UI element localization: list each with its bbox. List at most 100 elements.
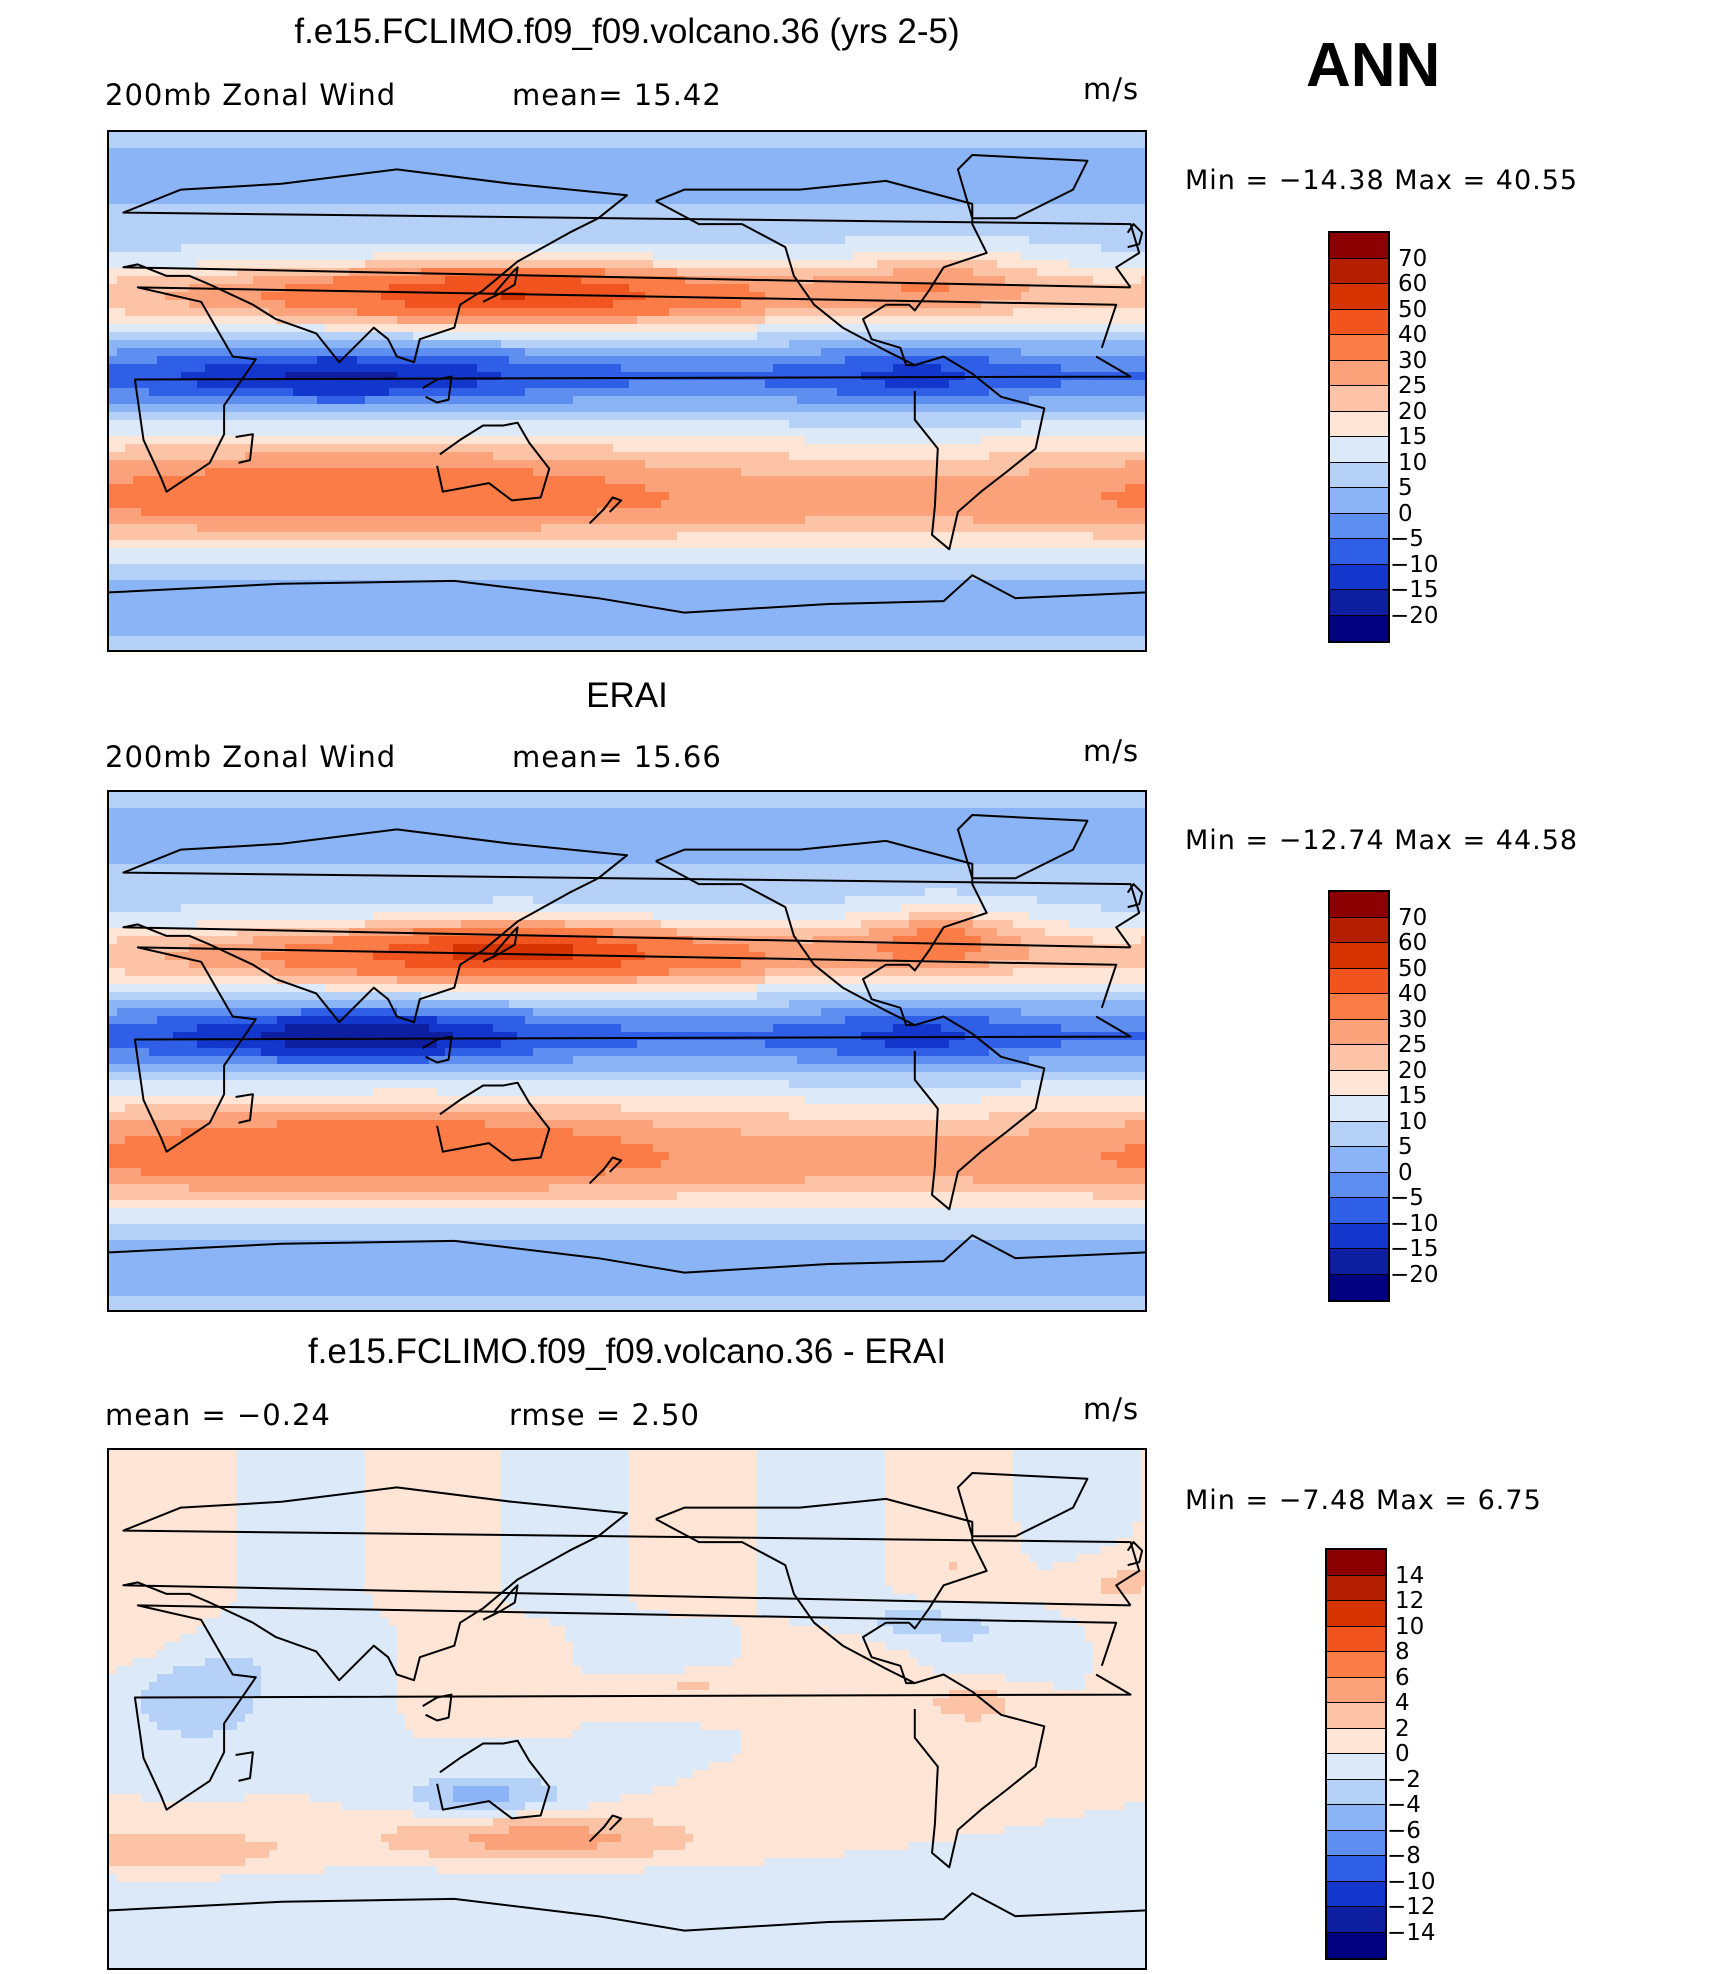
colorbar-tick-label: 70 — [1398, 247, 1427, 271]
panel-2-title: ERAI — [107, 676, 1147, 716]
panel-2-mean-label: mean= 15.66 — [512, 740, 722, 774]
coastline — [588, 1814, 623, 1843]
colorbar-tick-label: −12 — [1387, 1896, 1436, 1919]
colorbar-swatch — [1330, 968, 1388, 994]
colorbar-swatch — [1330, 1223, 1388, 1249]
colorbar-tick-label: −20 — [1390, 604, 1439, 628]
coastline — [422, 1693, 453, 1722]
colorbar-swatch — [1327, 1932, 1385, 1958]
coastline — [1126, 1541, 1144, 1567]
colorbar-tick-label: 10 — [1395, 1615, 1424, 1639]
colorbar-swatch — [1327, 1881, 1385, 1907]
colorbar-swatch — [1327, 1550, 1385, 1576]
coastline — [655, 1497, 988, 1685]
colorbar-swatch — [1330, 590, 1388, 616]
coastline — [436, 421, 551, 502]
coastline — [588, 496, 623, 525]
panel-1-map — [107, 130, 1147, 652]
colorbar-tick-label: 0 — [1398, 502, 1413, 526]
coastline — [436, 1739, 551, 1820]
coastline — [913, 355, 1046, 551]
colorbar-swatch — [1330, 1121, 1388, 1147]
colorbar-swatch — [1330, 1198, 1388, 1224]
panel-3-title: f.e15.FCLIMO.f09_f09.volcano.36 - ERAI — [107, 1332, 1147, 1372]
colorbar-swatch — [1330, 1096, 1388, 1122]
colorbar-tick-label: 10 — [1398, 1110, 1427, 1134]
colorbar-swatch — [1327, 1703, 1385, 1729]
coastline — [436, 1081, 551, 1162]
colorbar-swatch — [1330, 917, 1388, 943]
colorbar-tick-label: −15 — [1390, 579, 1439, 602]
panel-2-colorbar — [1328, 890, 1390, 1302]
panel-1-title: f.e15.FCLIMO.f09_f09.volcano.36 (yrs 2-5… — [107, 12, 1147, 52]
coastline — [1126, 223, 1144, 249]
panel-1-colorbar — [1328, 231, 1390, 643]
colorbar-tick-label: −10 — [1390, 1212, 1439, 1236]
colorbar-swatch — [1330, 335, 1388, 361]
colorbar-tick-label: −8 — [1387, 1845, 1421, 1868]
colorbar-swatch — [1327, 1830, 1385, 1856]
colorbar-swatch — [1330, 1045, 1388, 1071]
coastline — [235, 1093, 254, 1124]
panel-3-min-max: Min = −7.48 Max = 6.75 — [1185, 1485, 1542, 1516]
colorbar-swatch — [1330, 539, 1388, 565]
coastline — [422, 375, 453, 404]
colorbar-tick-label: 20 — [1398, 400, 1427, 424]
coastline — [133, 946, 1132, 1153]
coastline — [913, 1673, 1046, 1869]
colorbar-tick-label: −10 — [1390, 553, 1439, 577]
colorbar-tick-label: −20 — [1390, 1263, 1439, 1287]
colorbar-tick-label: 60 — [1398, 932, 1427, 955]
panel-3-mean-label: mean = −0.24 — [105, 1398, 331, 1432]
colorbar-tick-label: −5 — [1390, 528, 1424, 551]
panel-1-field-label: 200mb Zonal Wind — [105, 78, 396, 112]
coastline — [1126, 883, 1144, 909]
colorbar-swatch — [1330, 1274, 1388, 1300]
colorbar-swatch — [1330, 994, 1388, 1020]
coastline — [482, 266, 519, 303]
colorbar-swatch — [1330, 411, 1388, 437]
colorbar-tick-label: 12 — [1395, 1590, 1424, 1613]
coastline — [913, 1015, 1046, 1211]
colorbar-tick-label: 6 — [1395, 1666, 1410, 1690]
colorbar-swatch — [1330, 360, 1388, 386]
coastline — [482, 926, 519, 963]
coastline — [235, 1751, 254, 1782]
coastline — [655, 179, 988, 367]
colorbar-swatch — [1330, 284, 1388, 310]
coastline — [956, 154, 1089, 220]
colorbar-swatch — [1327, 1626, 1385, 1652]
colorbar-swatch — [1330, 1147, 1388, 1173]
colorbar-tick-label: 60 — [1398, 273, 1427, 296]
colorbar-swatch — [1330, 488, 1388, 514]
coastline — [109, 1234, 1145, 1274]
colorbar-swatch — [1327, 1856, 1385, 1882]
panel-2-field-label: 200mb Zonal Wind — [105, 740, 396, 774]
colorbar-tick-label: 8 — [1395, 1641, 1410, 1664]
coastline — [655, 839, 988, 1027]
colorbar-tick-label: 5 — [1398, 1136, 1413, 1159]
colorbar-swatch — [1330, 1172, 1388, 1198]
colorbar-tick-label: 25 — [1398, 1034, 1427, 1057]
coastline — [956, 814, 1089, 880]
colorbar-swatch — [1330, 1249, 1388, 1275]
colorbar-tick-label: 30 — [1398, 1008, 1427, 1032]
colorbar-tick-label: −14 — [1387, 1921, 1436, 1945]
colorbar-tick-label: −15 — [1390, 1238, 1439, 1261]
colorbar-swatch — [1330, 1070, 1388, 1096]
colorbar-swatch — [1330, 513, 1388, 539]
colorbar-tick-label: 50 — [1398, 957, 1427, 981]
colorbar-swatch — [1327, 1677, 1385, 1703]
colorbar-tick-label: 10 — [1398, 451, 1427, 475]
coastline — [133, 1604, 1132, 1811]
panel-2-units: m/s — [1083, 734, 1139, 768]
colorbar-tick-label: 0 — [1398, 1161, 1413, 1185]
colorbar-tick-label: 5 — [1398, 477, 1413, 500]
colorbar-tick-label: 0 — [1395, 1743, 1410, 1766]
colorbar-swatch — [1330, 309, 1388, 335]
colorbar-tick-label: 4 — [1395, 1692, 1410, 1715]
coastline — [122, 828, 1141, 1024]
colorbar-swatch — [1330, 564, 1388, 590]
colorbar-swatch — [1327, 1652, 1385, 1678]
colorbar-swatch — [1327, 1779, 1385, 1805]
